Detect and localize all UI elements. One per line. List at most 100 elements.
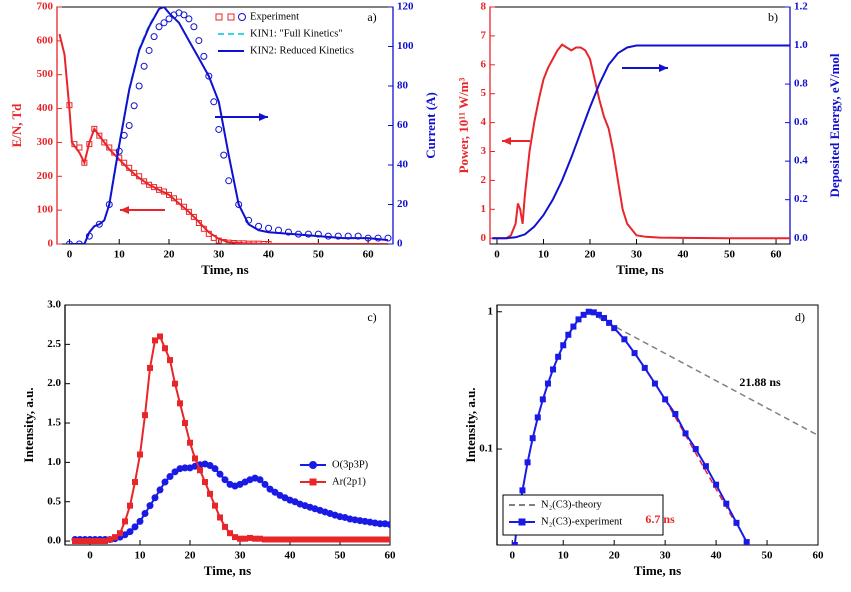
marker <box>200 52 208 60</box>
marker <box>77 538 83 545</box>
marker <box>75 240 83 244</box>
marker <box>662 396 669 403</box>
x-tick-label: 0 <box>87 550 93 562</box>
y2-tick-label: 1.0 <box>794 39 808 51</box>
marker <box>162 345 168 352</box>
x-tick-label: 30 <box>235 550 247 562</box>
x-tick-label: 40 <box>263 249 275 261</box>
marker <box>135 82 143 90</box>
marker <box>314 230 322 238</box>
marker <box>511 542 518 545</box>
y-tick-label: 0.5 <box>47 495 61 507</box>
legend-marker <box>518 518 526 526</box>
plot-frame <box>64 304 391 546</box>
marker <box>122 518 128 525</box>
marker <box>271 488 279 496</box>
marker <box>171 468 179 476</box>
marker <box>372 536 378 543</box>
marker <box>232 534 238 541</box>
marker <box>185 208 192 215</box>
y-tick-label: 1.5 <box>47 417 61 429</box>
marker <box>252 535 258 542</box>
legend-label: KIN2: Reduced Kinetics <box>250 45 354 56</box>
marker <box>282 536 288 543</box>
y2-tick-label: 100 <box>397 40 414 52</box>
marker <box>195 220 202 227</box>
y2-tick-label: 80 <box>397 80 409 92</box>
y-tick-label: 0.0 <box>47 535 61 547</box>
y-tick-label: 6 <box>481 58 487 70</box>
marker <box>327 536 333 543</box>
x-tick-label: 20 <box>585 249 597 261</box>
y-tick-label: 3.0 <box>47 299 61 311</box>
legend-marker <box>309 478 317 486</box>
marker <box>222 523 228 530</box>
x-axis-label: Time, ns <box>616 262 663 277</box>
x-tick-label: 0 <box>494 249 500 261</box>
y2-tick-label: 0.4 <box>794 155 808 167</box>
y2-tick-label: 0.6 <box>794 116 808 128</box>
y-tick-label: 8 <box>481 1 487 13</box>
marker <box>570 323 577 330</box>
x-tick-label: 20 <box>164 249 176 261</box>
x-tick-label: 10 <box>558 550 570 562</box>
series-line <box>69 7 389 244</box>
x-tick-label: 30 <box>631 249 643 261</box>
marker <box>117 530 123 537</box>
marker <box>256 476 264 484</box>
marker <box>534 414 541 421</box>
x-axis-label: Time, ns <box>201 262 248 277</box>
marker <box>692 446 699 453</box>
marker <box>187 439 193 446</box>
marker <box>362 536 368 543</box>
marker <box>215 125 223 133</box>
marker <box>150 33 158 41</box>
x-tick-label: 10 <box>135 550 147 562</box>
marker <box>217 514 223 521</box>
marker <box>565 331 572 338</box>
marker <box>247 534 253 541</box>
marker <box>585 308 592 315</box>
marker <box>190 213 197 220</box>
marker <box>126 528 134 536</box>
y2-tick-label: 40 <box>397 159 409 171</box>
legend-label: N₂(C3)-experiment <box>541 516 622 527</box>
marker <box>210 98 218 106</box>
marker <box>297 536 303 543</box>
marker <box>539 396 546 403</box>
marker <box>267 536 273 543</box>
marker <box>141 510 149 518</box>
y2-tick-label: 0 <box>397 238 403 250</box>
y-tick-label: 0.1 <box>479 443 493 455</box>
marker <box>606 319 613 326</box>
annotation: d) <box>795 310 805 324</box>
marker <box>82 538 88 545</box>
marker <box>166 473 174 481</box>
x-tick-label: 0 <box>67 249 73 261</box>
marker <box>212 502 218 509</box>
marker <box>347 536 353 543</box>
marker <box>242 535 248 542</box>
marker <box>575 316 582 323</box>
marker <box>723 500 730 507</box>
marker <box>202 479 208 486</box>
marker <box>312 536 318 543</box>
marker <box>102 538 108 545</box>
marker <box>172 380 178 387</box>
y-axis-label: Intensity, a.u. <box>21 387 36 462</box>
marker <box>132 479 138 486</box>
marker <box>161 478 169 486</box>
y-tick-label: 0 <box>481 232 487 244</box>
x-tick-label: 30 <box>660 550 672 562</box>
annotation: 6.7 ns <box>645 512 675 526</box>
marker <box>190 23 198 31</box>
x-tick-label: 60 <box>813 550 825 562</box>
plot-area <box>58 7 392 244</box>
x-tick-label: 20 <box>609 550 621 562</box>
marker <box>384 234 392 242</box>
marker <box>136 173 143 180</box>
x-tick-label: 50 <box>724 249 736 261</box>
legend-marker <box>215 13 223 21</box>
marker <box>287 536 293 543</box>
